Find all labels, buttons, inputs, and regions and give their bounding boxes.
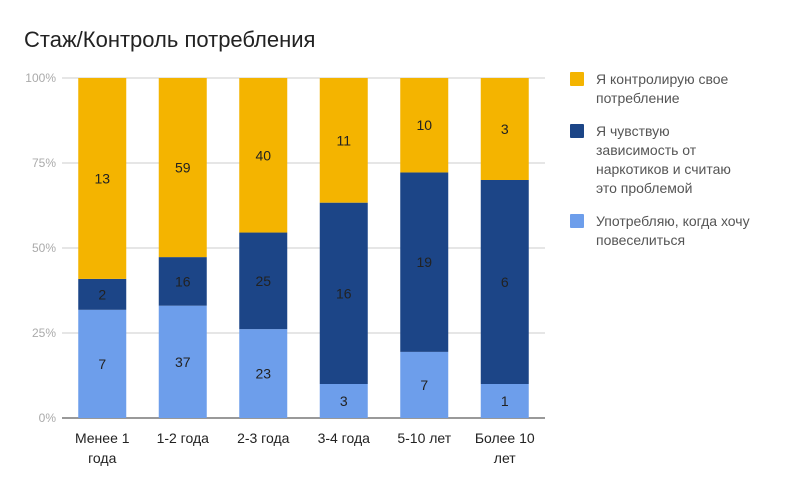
data-label: 19 [416,254,432,270]
chart-title: Стаж/Контроль потребления [24,27,316,52]
data-label: 13 [94,170,110,186]
legend-label: Употребляю, когда хочу повеселиться [596,213,750,248]
legend-swatch [570,214,584,228]
bar-segment [480,384,529,418]
bar-segment [319,78,368,203]
legend-item: Я контролирую свое потребление [570,70,790,108]
data-label: 25 [255,273,271,289]
y-tick-label: 25% [32,326,56,340]
bar-segment [319,202,368,384]
data-label: 40 [255,147,271,163]
bar-segment [480,180,529,384]
bar-segment [400,351,449,418]
data-label: 11 [336,132,351,148]
data-label: 6 [501,274,509,290]
data-label: 3 [340,393,348,409]
bar-segment [400,172,449,352]
bar-segment [480,78,529,180]
legend-label: Я чувствую зависимость от наркотиков и счи… [596,123,731,196]
data-label: 7 [420,377,428,393]
x-tick-label: 3-4 года [318,430,371,446]
bar-segment [158,78,207,258]
data-label: 59 [175,160,191,176]
y-tick-label: 0% [39,411,57,425]
bar-segment [400,78,449,173]
x-tick-label: года [88,450,116,466]
data-label: 37 [175,354,191,370]
data-label: 7 [98,356,106,372]
x-tick-label: лет [494,450,516,466]
bar-segment [319,384,368,418]
data-label: 3 [501,121,509,137]
y-tick-label: 50% [32,241,56,255]
bar-segment [78,78,127,279]
data-label: 10 [416,117,432,133]
legend-swatch [570,72,584,86]
legend-swatch [570,124,584,138]
x-tick-label: Более 10 [475,430,535,446]
bar-segment [239,232,288,330]
data-label: 1 [501,393,509,409]
bar-segment [78,278,127,310]
bar-segment [239,78,288,233]
x-tick-label: 2-3 года [237,430,290,446]
x-tick-label: 1-2 года [157,430,210,446]
bar-segment [158,257,207,306]
bar-segment [158,305,207,418]
y-tick-label: 100% [25,71,56,85]
x-tick-label: Менее 1 [75,430,130,446]
x-tick-label: 5-10 лет [397,430,451,446]
data-label: 2 [98,286,106,302]
data-label: 23 [255,366,271,382]
legend: Я контролирую свое потребление Я чувствую з… [570,70,790,264]
bar-segment [239,329,288,418]
legend-item: Употребляю, когда хочу повеселиться [570,212,790,250]
legend-item: Я чувствую зависимость от наркотиков и счи… [570,122,790,198]
y-tick-label: 75% [32,156,56,170]
bar-segment [78,309,127,418]
legend-label: Я контролирую свое потребление [596,71,729,106]
data-label: 16 [336,285,352,301]
data-label: 16 [175,273,191,289]
